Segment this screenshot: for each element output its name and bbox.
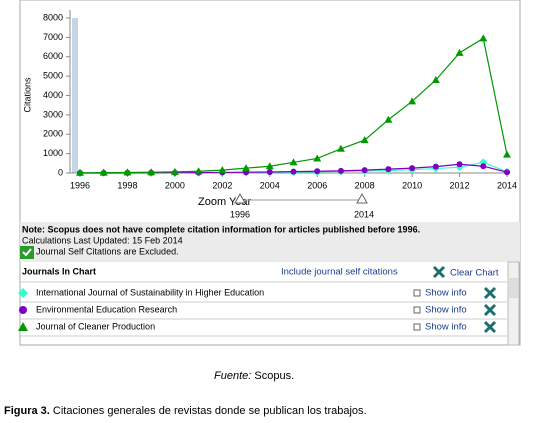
- clear-icon: [432, 265, 446, 279]
- point: [456, 161, 463, 168]
- expand-icon: [413, 306, 421, 314]
- point: [314, 168, 321, 175]
- show-info[interactable]: Show info: [425, 305, 467, 316]
- x-tick-label: 2012: [450, 180, 470, 190]
- plot: 0 1000 2000 3000 4000 5000 6000 7000 8000 1996 199…: [43, 12, 517, 190]
- point: [432, 163, 439, 170]
- source-text: Scopus.: [254, 370, 294, 382]
- point: [336, 144, 345, 152]
- y-tick-label: 7000: [43, 32, 63, 42]
- y-tick-label: 5000: [43, 71, 63, 81]
- y-tick-label: 3000: [43, 109, 63, 119]
- legend-marker: [18, 288, 28, 298]
- x-tick-label: 2006: [307, 180, 327, 190]
- point: [431, 76, 440, 83]
- zoom-end: 2014: [354, 209, 374, 219]
- source-label: Fuente:: [214, 370, 251, 382]
- x-tick-label: 1998: [117, 180, 137, 190]
- y-tick-label: 8000: [43, 12, 63, 22]
- x-tick-label: 2002: [212, 180, 232, 190]
- y-tick-label: 0: [58, 167, 63, 177]
- figure-text: Citaciones generales de revistas donde s…: [53, 405, 367, 417]
- x-tick-label: 2014: [497, 180, 517, 190]
- point: [170, 167, 179, 175]
- scrollbar[interactable]: [507, 261, 520, 346]
- expand-icon: [413, 289, 421, 297]
- point: [290, 168, 297, 175]
- legend-marker: [19, 306, 27, 314]
- point: [147, 168, 156, 176]
- point: [503, 150, 511, 158]
- remove-icon: [483, 286, 497, 300]
- source: Fuente: Scopus.: [214, 370, 294, 382]
- point: [479, 34, 488, 42]
- show-info[interactable]: Show info: [425, 322, 467, 333]
- y-tick-label: 1000: [43, 148, 63, 158]
- point: [455, 48, 464, 56]
- point: [480, 163, 487, 170]
- y-tick-label: 6000: [43, 51, 63, 61]
- remove-icon: [483, 320, 497, 334]
- point: [194, 167, 203, 175]
- point: [218, 166, 227, 174]
- point: [123, 168, 132, 176]
- figure-caption: Figura 3. Citaciones generales de revist…: [4, 405, 367, 417]
- note: Journal Self Citations are Excluded.: [36, 246, 179, 256]
- point: [385, 166, 392, 173]
- note: Calculations Last Updated: 15 Feb 2014: [22, 235, 183, 245]
- scroll-thumb[interactable]: [509, 278, 518, 298]
- point: [76, 168, 84, 176]
- expand-icon: [413, 323, 421, 331]
- point: [384, 115, 393, 123]
- slider-handles[interactable]: [234, 192, 368, 204]
- clear-link[interactable]: Clear Chart: [450, 268, 499, 279]
- note: Note: Scopus does not have complete cita…: [22, 224, 420, 234]
- y-label: Citations: [22, 77, 32, 113]
- zoom-start: 1996: [230, 209, 250, 219]
- point: [504, 169, 510, 176]
- y-tick-label: 4000: [43, 90, 63, 100]
- legend-label: International Journal of Sustainability …: [36, 287, 264, 297]
- note-band: [20, 222, 520, 262]
- check: [22, 248, 32, 257]
- point: [408, 97, 417, 105]
- point: [289, 158, 298, 166]
- x-tick-label: 2010: [402, 180, 422, 190]
- legend-label: Journal of Cleaner Production: [36, 321, 155, 331]
- point: [337, 167, 344, 174]
- legend-marker: [18, 322, 28, 331]
- x-tick-label: 2008: [355, 180, 375, 190]
- include-link[interactable]: Include journal self citations: [281, 267, 398, 278]
- point: [99, 168, 108, 176]
- show-info[interactable]: Show info: [425, 288, 467, 299]
- point: [265, 162, 274, 170]
- point: [242, 164, 251, 172]
- point: [266, 169, 273, 176]
- zoom-bar: [72, 18, 78, 173]
- y-tick-label: 2000: [43, 129, 63, 139]
- point: [361, 167, 368, 174]
- legend-label: Environmental Education Research: [36, 304, 177, 314]
- panel-title: Journals In Chart: [22, 266, 96, 276]
- x-tick-label: 2004: [260, 180, 280, 190]
- remove-icon: [483, 303, 497, 317]
- figure-label: Figura 3.: [4, 405, 50, 417]
- point: [409, 165, 416, 172]
- point: [313, 154, 322, 162]
- point: [360, 136, 369, 144]
- x-tick-label: 1996: [70, 180, 90, 190]
- x-tick-label: 2000: [165, 180, 185, 190]
- journal-rows: International Journal of Sustainability …: [18, 281, 507, 337]
